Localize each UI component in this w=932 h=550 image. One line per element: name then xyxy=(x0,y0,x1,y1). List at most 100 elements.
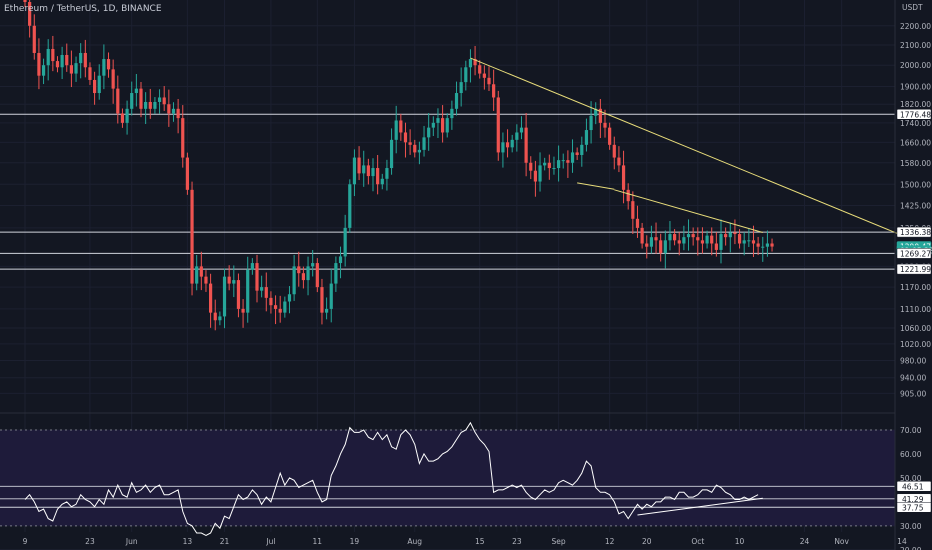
candle-body xyxy=(515,132,519,140)
price-tick-label: 2000.00 xyxy=(900,61,931,70)
candle-body xyxy=(543,162,547,166)
price-tick-label: 2100.00 xyxy=(900,41,931,50)
candle-body xyxy=(728,232,732,238)
candle-body xyxy=(297,266,301,274)
price-tick-label: 1170.00 xyxy=(900,283,931,292)
price-tag-label: 1269.27 xyxy=(900,249,931,258)
candle-body xyxy=(478,65,482,74)
candle-body xyxy=(691,234,695,238)
candle-body xyxy=(454,93,459,109)
candle-body xyxy=(403,132,408,143)
time-axis[interactable]: 9 23 Jun 13 21 Jul 11 19 Aug 15 23 Sep 12 20 Oct 10 24 No… xyxy=(23,537,907,546)
candle-body xyxy=(487,77,491,85)
candle-body xyxy=(250,263,254,270)
price-trendline xyxy=(577,182,615,190)
candle-body xyxy=(533,170,537,182)
candle-body xyxy=(134,88,138,94)
candle-body xyxy=(106,59,111,70)
time-tick-label: Nov xyxy=(834,537,849,546)
candle-body xyxy=(612,144,616,158)
candle-body xyxy=(176,108,180,119)
candle-body xyxy=(232,280,236,284)
candle-body xyxy=(431,122,435,128)
candle-body xyxy=(311,263,315,267)
rsi-tick-label: 70.00 xyxy=(900,426,922,435)
candle-body xyxy=(199,266,203,277)
candle-body xyxy=(417,149,421,153)
candle-body xyxy=(626,189,630,202)
candle-body xyxy=(445,118,449,133)
time-tick-label: 21 xyxy=(220,537,230,546)
candle-body xyxy=(663,240,667,254)
price-tick-label: 980.00 xyxy=(900,356,926,365)
candle-body xyxy=(570,152,575,163)
candle-body xyxy=(46,48,50,66)
candle-body xyxy=(102,59,106,76)
candle-body xyxy=(468,59,473,68)
rsi-tick-label: 50.00 xyxy=(900,474,922,483)
candle-body xyxy=(204,276,208,284)
candle-body xyxy=(603,122,607,128)
candle-body xyxy=(37,52,41,76)
candle-body xyxy=(23,0,27,2)
candle-body xyxy=(724,234,728,238)
candle-body xyxy=(329,283,333,309)
candle-body xyxy=(538,165,542,182)
candle-body xyxy=(389,139,394,169)
candle-body xyxy=(41,65,46,76)
time-tick-label: 15 xyxy=(475,537,485,546)
time-tick-label: 12 xyxy=(605,537,615,546)
rsi-tick-label: 30.00 xyxy=(900,522,922,531)
candle-body xyxy=(348,184,352,228)
candle-body xyxy=(649,237,653,247)
candle-body xyxy=(195,266,199,284)
candle-body xyxy=(283,301,287,313)
price-tick-label: 1820.00 xyxy=(900,100,931,109)
time-tick-label: Jun xyxy=(125,537,138,546)
candles xyxy=(23,0,774,331)
candle-body xyxy=(547,162,551,169)
candle-body xyxy=(710,235,714,244)
candle-body xyxy=(617,157,621,166)
candle-body xyxy=(130,93,134,109)
candle-body xyxy=(222,276,227,317)
candle-body xyxy=(524,127,528,163)
candle-body xyxy=(144,101,148,109)
rsi-line xyxy=(24,421,759,536)
candle-body xyxy=(751,240,756,244)
candle-body xyxy=(566,160,570,163)
price-tick-label: 1580.00 xyxy=(900,159,931,168)
candle-body xyxy=(380,178,384,185)
candle-body xyxy=(756,243,760,247)
rsi-tag-label: 46.51 xyxy=(902,482,924,491)
candle-body xyxy=(338,256,343,264)
candle-body xyxy=(241,308,245,313)
time-tick-label: 23 xyxy=(512,537,522,546)
candle-body xyxy=(213,312,217,321)
candle-body xyxy=(273,305,278,309)
candle-body xyxy=(116,88,120,114)
candle-body xyxy=(696,237,700,241)
candle-body xyxy=(705,235,709,244)
rsi-band-fill xyxy=(0,429,895,526)
candle-body xyxy=(427,127,431,138)
candle-body xyxy=(584,130,589,145)
candle-body xyxy=(747,240,751,242)
candle-body xyxy=(264,287,268,298)
price-tick-label: 905.00 xyxy=(900,389,926,398)
price-tag-label: 1776.48 xyxy=(900,110,931,119)
price-axis-unit: USDT xyxy=(902,3,923,12)
candle-body xyxy=(139,88,143,109)
candle-body xyxy=(255,263,259,291)
rsi-band xyxy=(0,429,895,527)
candle-body xyxy=(422,137,426,150)
candle-body xyxy=(413,144,417,153)
candle-body xyxy=(306,266,310,281)
price-axis[interactable]: 2200.00 2100.00 2000.00 1900.00 1820.00 1740.… xyxy=(896,3,932,550)
candle-body xyxy=(65,54,69,66)
time-tick-label: 11 xyxy=(313,537,323,546)
rsi-pane xyxy=(24,421,763,536)
candle-body xyxy=(357,157,361,174)
price-tag-box xyxy=(896,248,932,259)
